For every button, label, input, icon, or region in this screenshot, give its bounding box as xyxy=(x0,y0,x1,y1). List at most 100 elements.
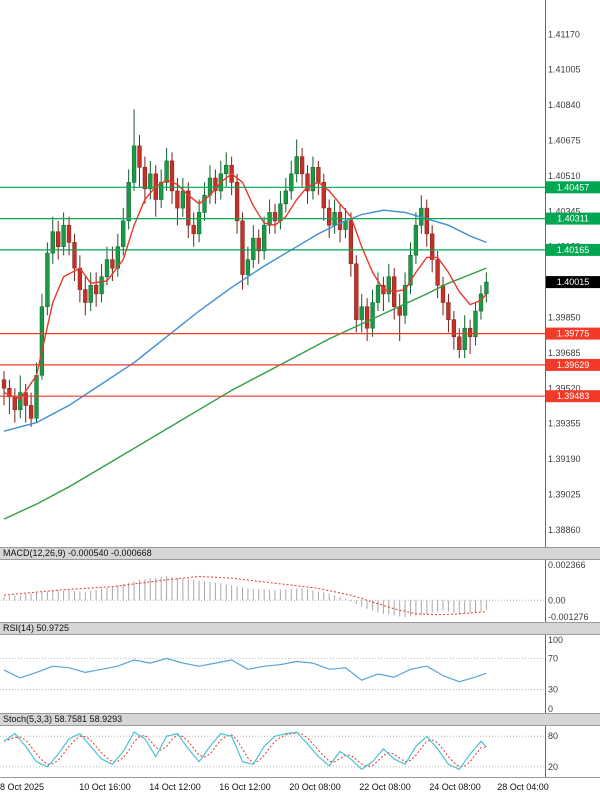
price-tick: 1.39190 xyxy=(548,454,581,464)
resistance-price-label: 1.40165 xyxy=(557,245,590,255)
candle-down xyxy=(430,233,435,260)
candle-up xyxy=(148,173,153,190)
macd-chart[interactable]: 0.002366 0.00 -0.001276 xyxy=(0,560,600,622)
candle-down xyxy=(337,212,343,230)
candle-up xyxy=(402,285,408,316)
support-price-label: 1.39629 xyxy=(557,360,590,370)
candle-up xyxy=(283,190,288,205)
candle-down xyxy=(72,242,77,269)
current-price-label: 1.40015 xyxy=(557,277,590,287)
candle-down xyxy=(446,302,451,320)
candle-up xyxy=(34,375,39,419)
candle-down xyxy=(169,160,175,192)
candle-up xyxy=(386,276,391,295)
ma-slow-green xyxy=(3,267,487,520)
macd-tick: 0.00 xyxy=(548,595,566,605)
candle-down xyxy=(316,167,321,183)
price-tick: 1.40840 xyxy=(548,100,581,110)
time-label: 22 Oct 08:00 xyxy=(359,782,411,792)
candle-up xyxy=(413,224,419,256)
candle-down xyxy=(299,156,305,175)
time-label: 24 Oct 08:00 xyxy=(429,782,481,792)
support-price-label: 1.39483 xyxy=(557,391,590,401)
resistance-price-box xyxy=(546,181,600,194)
candle-down xyxy=(137,145,142,168)
candle-up xyxy=(310,167,316,192)
candle-up xyxy=(375,285,381,303)
macd-panel-header: MACD(12,26,9) -0.000540 -0.000668 xyxy=(0,547,600,560)
candle-up xyxy=(478,293,484,312)
price-tick: 1.39355 xyxy=(548,419,581,429)
candle-up xyxy=(131,145,137,183)
candle-up xyxy=(45,252,50,307)
candle-down xyxy=(424,207,429,235)
main-price-chart[interactable]: 1.41170 1.41005 1.40840 1.40675 1.40510 1.403… xyxy=(0,0,600,547)
candle-down xyxy=(234,182,240,222)
candle-up xyxy=(88,285,93,303)
candle-down xyxy=(272,212,278,222)
candle-up xyxy=(408,255,413,286)
candle-down xyxy=(12,396,17,410)
price-tick: 1.39025 xyxy=(548,489,581,499)
candle-down xyxy=(28,405,34,419)
candle-up xyxy=(294,156,299,175)
time-label: 14 Oct 12:00 xyxy=(149,782,201,792)
candle-down xyxy=(175,190,180,209)
price-tick: 1.40675 xyxy=(548,136,581,146)
candle-up xyxy=(180,190,186,209)
candle-up xyxy=(104,259,110,278)
price-tick: 1.41005 xyxy=(548,65,581,75)
candle-up xyxy=(61,224,66,247)
candle-up xyxy=(115,246,120,269)
candle-up xyxy=(462,327,467,350)
resistance-price-label: 1.40457 xyxy=(557,182,590,192)
support-price-box xyxy=(546,390,600,403)
candle-up xyxy=(50,231,55,254)
rsi-tick: 0 xyxy=(548,704,553,713)
macd-signal-line xyxy=(3,575,487,616)
candle-up xyxy=(202,194,207,213)
stoch-tick: 80 xyxy=(548,731,558,741)
rsi-chart[interactable]: 100 70 30 0 xyxy=(0,635,600,713)
ma-fast-red xyxy=(3,172,487,400)
support-price-label: 1.39775 xyxy=(557,329,590,339)
candle-down xyxy=(256,237,261,252)
candle-down xyxy=(305,173,310,192)
candle-down xyxy=(451,319,457,338)
rsi-tick: 100 xyxy=(548,635,563,645)
candle-up xyxy=(196,212,202,235)
candle-down xyxy=(440,285,446,303)
support-price-box xyxy=(546,327,600,340)
candlesticks xyxy=(1,109,489,427)
stoch-d-line xyxy=(3,732,487,768)
support-price-box xyxy=(546,358,600,371)
candle-up xyxy=(262,224,267,252)
stoch-panel-header: Stoch(5,3,3) 58.7581 58.9293 xyxy=(0,713,600,726)
candle-down xyxy=(93,285,99,295)
time-label: 8 Oct 2025 xyxy=(0,782,45,792)
price-tick: 1.38860 xyxy=(548,525,581,535)
candle-up xyxy=(164,160,169,183)
stoch-tick: 20 xyxy=(548,762,558,772)
candle-down xyxy=(327,207,332,226)
time-label: 20 Oct 08:00 xyxy=(289,782,341,792)
price-tick: 1.39520 xyxy=(548,383,581,393)
stoch-chart[interactable]: 80 20 xyxy=(0,726,600,777)
time-label: 16 Oct 12:00 xyxy=(219,782,271,792)
candle-down xyxy=(397,306,402,316)
rsi-panel-header: RSI(14) 50.9725 xyxy=(0,622,600,635)
candle-down xyxy=(467,327,473,338)
candle-down xyxy=(1,379,7,389)
candle-up xyxy=(251,237,256,260)
candle-up xyxy=(18,392,23,411)
macd-label: MACD(12,26,9) -0.000540 -0.000668 xyxy=(3,548,152,558)
stoch-k-line xyxy=(3,731,487,771)
price-tick: 1.39850 xyxy=(548,313,581,323)
resistance-price-box xyxy=(546,212,600,225)
candle-down xyxy=(56,231,61,247)
price-tick: 1.40510 xyxy=(548,171,581,181)
rsi-tick: 30 xyxy=(548,685,558,695)
time-axis: 8 Oct 2025 10 Oct 16:00 14 Oct 12:00 16 Oct… xyxy=(0,777,600,799)
rsi-line xyxy=(3,657,487,683)
